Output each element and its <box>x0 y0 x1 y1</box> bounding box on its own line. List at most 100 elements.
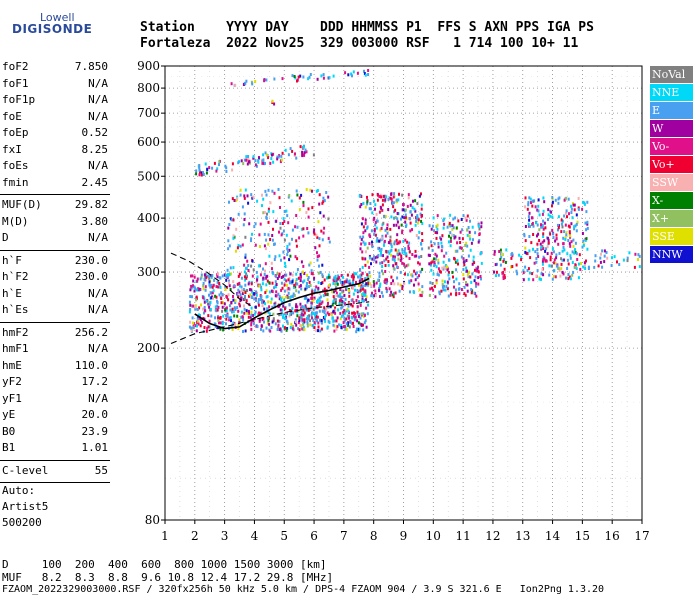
echo-point <box>382 221 385 225</box>
echo-point <box>240 276 243 280</box>
echo-point <box>299 74 302 78</box>
echo-point <box>311 189 313 193</box>
echo-point <box>399 240 402 244</box>
echo-point <box>545 259 548 263</box>
echo-point <box>370 262 372 266</box>
echo-point <box>290 199 293 203</box>
echo-point <box>266 307 269 311</box>
echo-point <box>245 266 247 270</box>
echo-point <box>550 210 553 214</box>
echo-point <box>234 199 237 202</box>
echo-point <box>295 277 298 281</box>
echo-point <box>362 225 365 229</box>
echo-point <box>217 306 220 309</box>
echo-point <box>603 260 606 264</box>
echo-point <box>414 223 417 227</box>
echo-point <box>586 226 589 230</box>
echo-point <box>325 191 328 194</box>
x-tick-label: 13 <box>515 529 530 543</box>
echo-point <box>199 318 202 322</box>
echo-point <box>405 252 408 256</box>
echo-point <box>390 275 393 279</box>
echo-point <box>586 247 589 251</box>
echo-point <box>345 322 348 326</box>
param-value: 7.850 <box>74 60 108 73</box>
echo-point <box>327 285 330 289</box>
echo-point <box>528 218 531 222</box>
echo-point <box>380 226 383 230</box>
echo-point <box>242 318 245 322</box>
echo-point <box>367 69 370 72</box>
echo-point <box>259 245 261 248</box>
echo-point <box>613 255 616 259</box>
echo-point <box>374 256 377 260</box>
echo-point <box>196 308 199 311</box>
echo-point <box>352 279 355 283</box>
echo-point <box>544 226 547 230</box>
echo-point <box>258 156 260 160</box>
echo-point <box>582 200 585 204</box>
echo-point <box>226 268 229 272</box>
echo-point <box>540 277 542 281</box>
echo-point <box>327 301 329 305</box>
echo-point <box>257 301 260 305</box>
echo-point <box>266 316 269 320</box>
echo-point <box>237 244 240 248</box>
echo-point <box>563 230 566 234</box>
echo-point <box>237 324 240 327</box>
echo-point <box>313 290 316 294</box>
echo-point <box>573 208 576 212</box>
echo-point <box>549 214 552 218</box>
echo-point <box>555 256 558 260</box>
echo-point <box>407 193 410 197</box>
echo-point <box>584 267 587 270</box>
echo-point <box>526 252 529 256</box>
echo-point <box>435 254 438 258</box>
echo-point <box>569 256 572 260</box>
echo-point <box>214 324 217 328</box>
echo-point <box>237 161 240 165</box>
echo-point <box>466 214 469 218</box>
echo-point <box>203 326 206 329</box>
echo-point <box>499 263 502 267</box>
echo-point <box>561 258 564 262</box>
echo-point <box>532 278 535 282</box>
echo-point <box>275 219 278 223</box>
echo-point <box>268 322 271 326</box>
echo-point <box>412 199 414 203</box>
echo-point <box>295 320 297 324</box>
echo-point <box>269 238 272 241</box>
echo-point <box>206 326 209 330</box>
echo-point <box>304 287 307 291</box>
echo-point <box>257 298 260 301</box>
echo-point <box>373 255 375 259</box>
echo-point <box>295 244 298 248</box>
echo-point <box>279 222 282 225</box>
legend-item-vo: Vo- <box>650 138 693 155</box>
echo-point <box>202 284 205 288</box>
echo-point <box>199 170 201 174</box>
echo-point <box>529 256 532 260</box>
echo-point <box>276 328 279 331</box>
echo-point <box>395 238 398 242</box>
echo-point <box>384 214 387 218</box>
echo-point <box>300 307 303 311</box>
echo-point <box>583 261 586 265</box>
echo-point <box>323 308 326 312</box>
echo-point <box>404 208 407 212</box>
echo-point <box>255 280 258 284</box>
echo-point <box>360 273 363 277</box>
echo-point <box>204 309 207 313</box>
echo-point <box>198 313 201 317</box>
echo-point <box>252 322 255 326</box>
echo-point <box>287 296 289 300</box>
echo-point <box>323 199 326 203</box>
echo-point <box>522 271 525 275</box>
echo-point <box>216 280 219 284</box>
echo-point <box>265 275 268 279</box>
echo-point <box>244 255 247 259</box>
echo-point <box>458 287 461 291</box>
echo-point <box>392 295 395 299</box>
param-value: N/A <box>88 342 108 355</box>
echo-point <box>189 295 192 298</box>
